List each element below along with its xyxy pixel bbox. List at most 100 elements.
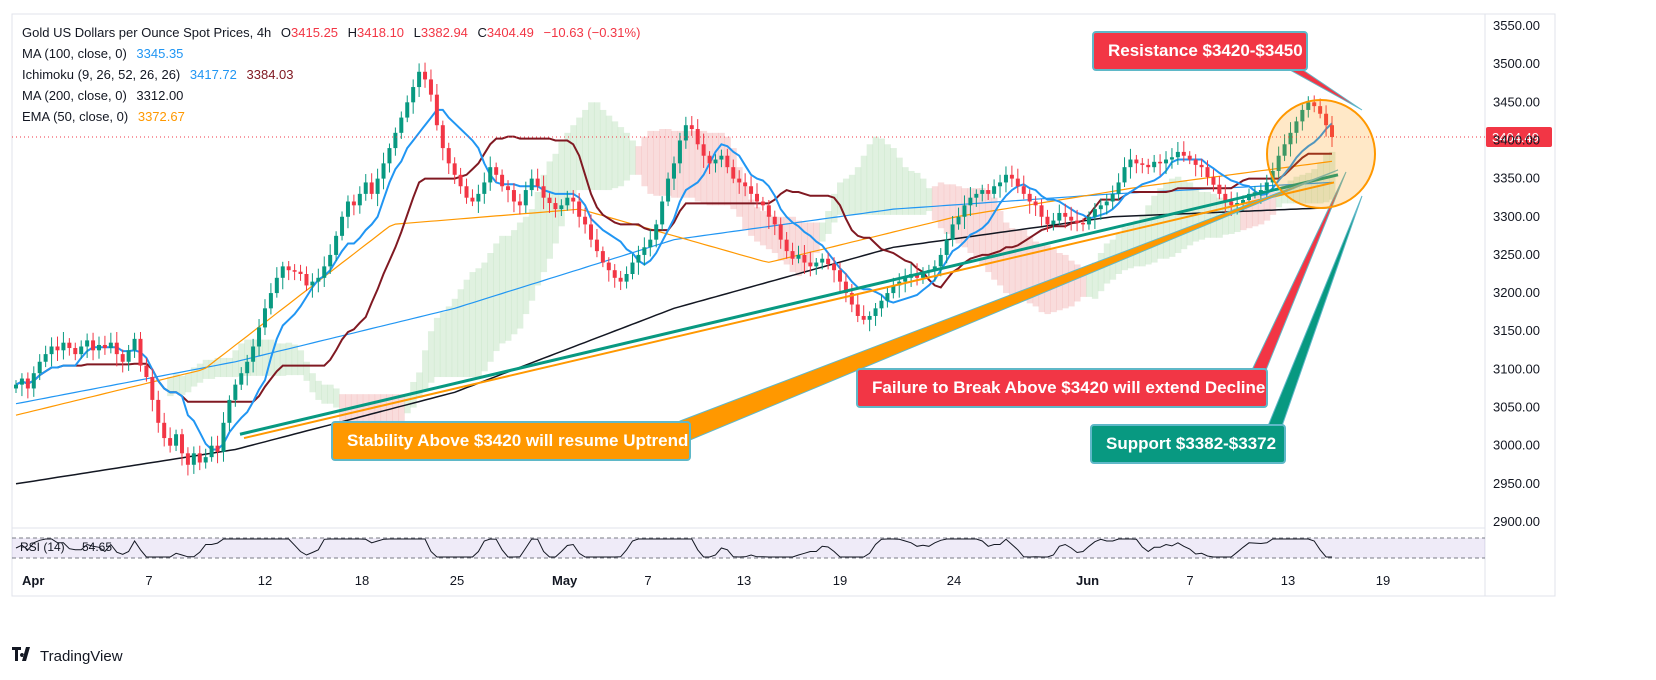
candle-body — [179, 434, 184, 454]
candle-body — [334, 235, 339, 255]
cloud-segment — [582, 109, 589, 191]
ema50-value: 3372.67 — [137, 109, 185, 124]
current-price-tag — [1486, 127, 1552, 148]
candle-body — [915, 274, 920, 278]
close-value: C3404.49 — [478, 25, 534, 40]
candle-body — [980, 190, 985, 194]
ma100-value: 3345.35 — [136, 46, 184, 61]
candle-body — [725, 155, 730, 168]
time-tick-label: 7 — [1186, 573, 1193, 588]
cloud-segment — [659, 129, 666, 196]
price-tick-label: 3300.00 — [1493, 209, 1540, 224]
candle-body — [1282, 144, 1287, 156]
rsi-line — [15, 538, 1332, 558]
candle-body — [500, 174, 505, 187]
cloud-segment — [1068, 260, 1075, 307]
candle-body — [1181, 151, 1186, 156]
cloud-segment — [576, 117, 583, 191]
low-price: 3382.94 — [420, 25, 468, 40]
price-tick-label: 3350.00 — [1493, 171, 1540, 186]
candle-body — [191, 453, 196, 465]
support-text: Support $3382-$3372 — [1106, 434, 1277, 453]
ema50-label: EMA (50, close, 0) — [22, 109, 129, 124]
candle-body — [411, 87, 416, 103]
cloud-segment — [256, 339, 263, 376]
candle-body — [268, 293, 273, 309]
cloud-segment — [694, 130, 702, 202]
candle-body — [197, 453, 202, 463]
candle-body — [227, 399, 232, 423]
indicator-ma200[interactable]: MA (200, close, 0) 3312.00 — [22, 85, 640, 106]
candle-body — [506, 186, 511, 191]
cloud-segment — [1121, 227, 1128, 271]
cloud-segment — [931, 186, 939, 221]
candle-body — [571, 197, 576, 202]
candle-body — [19, 378, 24, 385]
candle-body — [677, 140, 682, 164]
indicator-ma100[interactable]: MA (100, close, 0) 3345.35 — [22, 43, 640, 64]
indicator-ema50[interactable]: EMA (50, close, 0) 3372.67 — [22, 106, 640, 127]
candle-body — [559, 205, 564, 210]
candle-body — [14, 384, 18, 389]
cloud-segment — [629, 140, 636, 175]
candle-body — [849, 293, 854, 305]
candle-body — [351, 201, 356, 206]
cloud-segment — [718, 132, 725, 206]
candle-body — [245, 361, 250, 374]
candle-body — [1039, 205, 1044, 217]
cloud-segment — [505, 235, 512, 341]
support-callout: Support $3382-$3372 — [1090, 424, 1286, 464]
candle-body — [832, 264, 837, 271]
ichimoku-kijun-value: 3384.03 — [246, 67, 294, 82]
price-tick-label: 3400.00 — [1493, 132, 1540, 147]
cloud-segment — [469, 272, 476, 378]
candle-body — [695, 129, 700, 145]
candle-body — [1223, 193, 1228, 202]
cloud-segment — [1080, 272, 1087, 297]
candle-body — [648, 239, 653, 248]
candle-body — [1258, 190, 1263, 193]
candle-body — [215, 445, 220, 452]
indicator-ichimoku[interactable]: Ichimoku (9, 26, 52, 26, 26) 3417.72 338… — [22, 64, 640, 85]
cloud-segment — [439, 312, 447, 378]
candle-body — [891, 285, 896, 294]
candle-body — [707, 155, 712, 164]
price-tick-label: 3500.00 — [1493, 56, 1540, 71]
candle-body — [547, 197, 552, 204]
candle-body — [1169, 157, 1174, 160]
cloud-segment — [647, 130, 654, 194]
candle-body — [280, 266, 285, 278]
cloud-segment — [1174, 176, 1182, 254]
cloud-segment — [1204, 191, 1211, 238]
annotation-overlay: 3404.49 — [12, 67, 1552, 441]
candle-body — [446, 148, 451, 164]
cloud-segment — [184, 373, 192, 393]
cloud-segment — [202, 359, 210, 379]
high-price: 3418.10 — [357, 25, 405, 40]
stability-callout: Stability Above $3420 will resume Uptren… — [331, 421, 691, 461]
chart-frame — [11, 13, 1556, 597]
price-tick-label: 3000.00 — [1493, 438, 1540, 453]
cloud-segment — [819, 222, 826, 242]
candle-body — [156, 399, 161, 423]
cloud-segment — [540, 174, 548, 273]
time-tick-label: Jun — [1076, 573, 1099, 588]
rsi-band — [12, 538, 1485, 558]
candle-body — [920, 271, 925, 278]
price-axis: 3550.00 3500.00 3450.00 3400.00 3350.00 3300.… — [1493, 18, 1540, 529]
candle-body — [357, 193, 362, 206]
candle-body — [1092, 209, 1097, 217]
candle-body — [1081, 222, 1086, 225]
candle-body — [814, 262, 819, 267]
failure-text: Failure to Break Above $3420 will extend… — [872, 378, 1266, 397]
cloud-segment — [908, 170, 915, 215]
stability-text: Stability Above $3420 will resume Uptren… — [347, 431, 689, 450]
candle-body — [618, 277, 623, 282]
candle-body — [565, 197, 570, 206]
candle-body — [37, 361, 42, 374]
cloud-segment — [884, 144, 891, 215]
candle-body — [138, 338, 143, 366]
tradingview-brand[interactable]: TradingView — [12, 647, 123, 665]
